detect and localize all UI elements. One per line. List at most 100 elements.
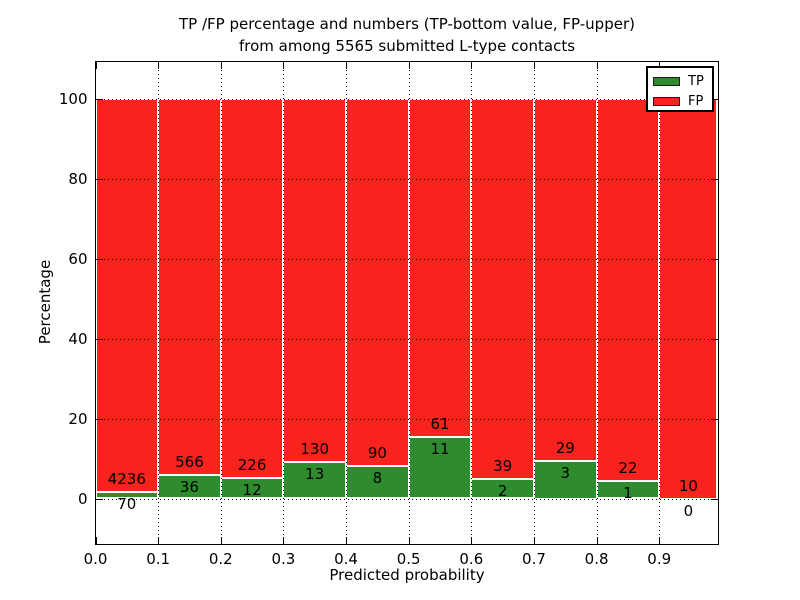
x-tick-label: 0.8	[584, 549, 609, 568]
x-tick-label: 0.6	[459, 549, 484, 568]
annotation-tp-count: 13	[305, 465, 325, 484]
bar-fp-segment	[95, 99, 159, 492]
y-tick-mark-right	[710, 258, 718, 260]
legend-label: TP	[688, 73, 704, 89]
y-gridline	[95, 338, 718, 340]
y-tick-mark	[95, 498, 103, 500]
bar-fp-segment	[471, 99, 534, 479]
x-tick-label: 0.5	[396, 549, 421, 568]
bar-tp-segment	[95, 492, 159, 499]
y-tick-label: 20	[68, 409, 88, 428]
chart-title: TP /FP percentage and numbers (TP-bottom…	[96, 13, 718, 57]
bar-fp-segment	[158, 99, 221, 475]
y-tick-mark-right	[710, 99, 718, 100]
annotation-fp-count: 22	[618, 459, 638, 478]
y-tick-label: 100	[58, 90, 88, 108]
x-tick-label: 0.3	[271, 549, 296, 568]
bar-tp-segment	[346, 465, 409, 499]
x-tick-mark-top	[533, 61, 535, 69]
y-gridline	[95, 258, 718, 260]
annotation-tp-count: 0	[683, 501, 694, 520]
x-gridline	[220, 61, 222, 544]
bar-fp-segment	[533, 99, 597, 462]
annotation-tp-count: 12	[242, 481, 262, 500]
x-gridline	[408, 61, 410, 544]
bar-tp-segment	[283, 462, 347, 499]
chart-title-line1: TP /FP percentage and numbers (TP-bottom…	[179, 15, 635, 33]
annotation-fp-count: 90	[367, 443, 387, 462]
x-tick-mark-top	[471, 61, 473, 69]
y-tick-mark-right	[710, 418, 718, 420]
legend-entry: FP	[648, 91, 712, 111]
x-tick-mark	[95, 536, 97, 544]
x-gridline	[533, 61, 535, 544]
x-gridline	[346, 61, 348, 544]
annotation-fp-count: 4236	[107, 470, 146, 488]
y-gridline	[95, 178, 718, 180]
annotation-tp-count: 36	[179, 477, 199, 496]
x-tick-label: 0.0	[83, 549, 108, 568]
y-gridline	[95, 498, 718, 500]
y-tick-label: 80	[68, 169, 88, 188]
x-tick-label: 0.2	[208, 549, 233, 568]
y-gridline	[95, 99, 718, 100]
bar-fp-segment	[659, 99, 718, 499]
annotation-fp-count: 29	[555, 439, 575, 458]
bar-fp-segment	[220, 99, 284, 479]
y-tick-mark-right	[710, 498, 718, 500]
x-tick-label: 0.7	[522, 549, 546, 568]
x-tick-label: 0.4	[334, 549, 358, 568]
annotation-tp-count: 11	[430, 440, 450, 459]
x-tick-mark-top	[346, 61, 348, 69]
annotation-tp-count: 2	[497, 482, 508, 500]
x-axis-label: Predicted probability	[329, 566, 485, 584]
chart-title-line2: from among 5565 submitted L-type contact…	[238, 37, 576, 55]
x-tick-mark-top	[95, 61, 97, 69]
x-gridline	[158, 61, 160, 544]
legend-entry: TP	[648, 71, 712, 91]
plot-area: 0.0 0.1 0.2 0.3 0.4 0.5 0.6 0.7 0.8 0.9 0 20 40 60 80 1…	[59, 60, 719, 568]
y-tick-mark	[95, 418, 103, 420]
y-tick-label: 40	[68, 329, 88, 348]
legend-swatch-tp	[653, 76, 680, 86]
x-gridline	[659, 61, 661, 544]
x-tick-mark	[659, 536, 661, 544]
x-tick-mark-top	[596, 61, 598, 69]
annotation-tp-count: 3	[560, 464, 571, 483]
annotation-fp-count: 566	[175, 452, 204, 471]
y-tick-mark-right	[710, 338, 718, 340]
y-tick-label: 0	[77, 489, 88, 508]
x-tick-label: 0.9	[647, 549, 672, 568]
legend-label: FP	[688, 93, 704, 109]
x-tick-mark	[283, 536, 285, 544]
x-gridline	[471, 61, 473, 544]
x-tick-mark	[533, 536, 535, 544]
y-tick-mark-right	[710, 178, 718, 180]
x-tick-mark-top	[158, 61, 160, 69]
annotation-tp-count: 1	[623, 484, 633, 503]
bar-fp-segment	[596, 99, 660, 482]
x-tick-label: 0.1	[146, 549, 171, 568]
x-tick-mark-top	[283, 61, 285, 69]
x-tick-mark	[408, 536, 410, 544]
y-tick-mark	[95, 178, 103, 180]
annotation-tp-count: 70	[117, 495, 137, 513]
x-gridline	[596, 61, 598, 544]
annotation-fp-count: 226	[237, 456, 267, 475]
y-gridline	[95, 418, 718, 420]
annotation-fp-count: 61	[430, 415, 450, 434]
legend-swatch-fp	[653, 96, 680, 106]
y-tick-mark	[95, 258, 103, 260]
annotation-fp-count: 10	[678, 476, 698, 495]
x-tick-mark	[346, 536, 348, 544]
x-tick-mark-top	[220, 61, 222, 69]
y-tick-mark	[95, 338, 103, 340]
bar-fp-segment	[346, 99, 409, 466]
legend: TP FP	[646, 66, 714, 112]
x-tick-mark	[471, 536, 473, 544]
x-tick-mark	[220, 536, 222, 544]
x-tick-mark-top	[659, 61, 661, 69]
bar-fp-segment	[408, 99, 472, 438]
x-gridline	[283, 61, 285, 544]
